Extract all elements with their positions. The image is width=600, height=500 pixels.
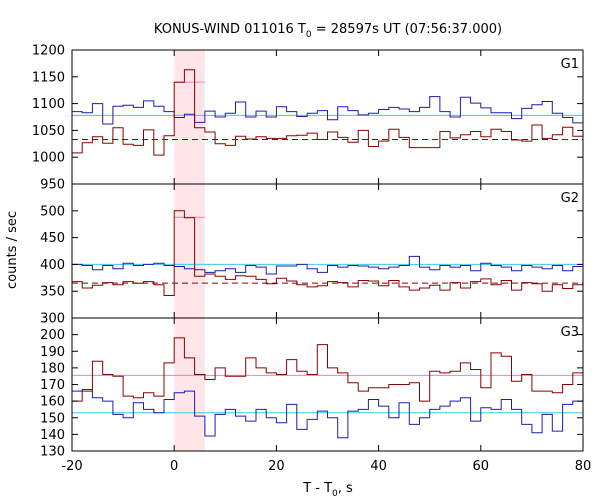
g1-y-tick-label: 1100 [32, 97, 65, 112]
g2-y-tick-label: 500 [40, 204, 65, 219]
g3-y-tick-label: 200 [40, 328, 65, 343]
x-tick-label: -20 [61, 459, 82, 474]
g2-y-tick-label: 300 [40, 312, 65, 327]
g3-panel-label: G3 [561, 325, 579, 340]
g1-y-tick-label: 1150 [32, 70, 65, 85]
g1-series-red [72, 69, 583, 156]
g3-series-red [72, 337, 583, 402]
x-tick-label: 40 [370, 459, 387, 474]
g3-y-tick-label: 180 [40, 361, 65, 376]
g1-y-tick-label: 950 [40, 178, 65, 193]
g2-series-red [72, 210, 583, 296]
g1-y-tick-label: 1050 [32, 124, 65, 139]
g2-y-tick-label: 450 [40, 231, 65, 246]
g2-y-tick-label: 350 [40, 285, 65, 300]
x-tick-label: 20 [268, 459, 285, 474]
g3-y-tick-label: 130 [40, 445, 65, 460]
g1-series-blue [72, 96, 583, 125]
g3-y-tick-label: 150 [40, 411, 65, 426]
g3-panel-frame [71, 317, 584, 452]
g3-y-tick-label: 160 [40, 395, 65, 410]
g2-panel-frame [71, 183, 584, 319]
x-tick-label: 0 [170, 459, 178, 474]
g3-y-tick-label: 170 [40, 378, 65, 393]
g1-y-tick-label: 1000 [32, 151, 65, 166]
g1-y-tick-label: 1200 [32, 44, 65, 59]
g3-y-tick-label: 190 [40, 345, 65, 360]
highlight-band [174, 50, 205, 451]
x-tick-label: 80 [575, 459, 592, 474]
x-axis-label: T - T0, s [302, 481, 353, 499]
chart-title: KONUS-WIND 011016 T0 = 28597s UT (07:56:… [154, 22, 502, 40]
g2-y-tick-label: 400 [40, 258, 65, 273]
g3-y-tick-label: 140 [40, 428, 65, 443]
g2-panel-label: G2 [561, 191, 579, 206]
y-axis-label: counts / sec [5, 211, 20, 289]
g1-panel-label: G1 [561, 57, 579, 72]
g2-series-blue [72, 255, 583, 275]
x-tick-label: 60 [473, 459, 490, 474]
g3-series-blue [72, 389, 583, 439]
